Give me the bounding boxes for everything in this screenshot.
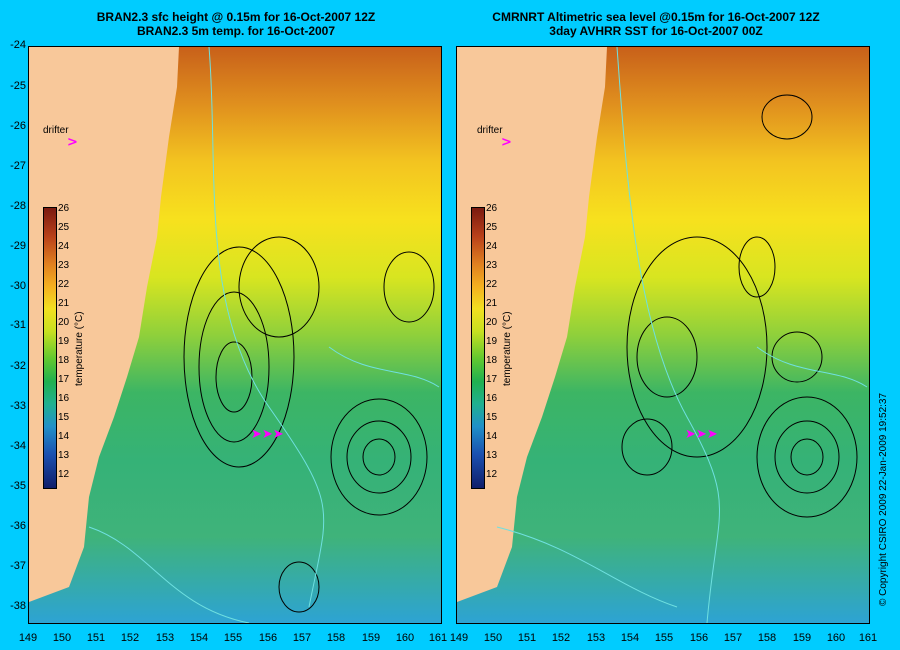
colorbar-tick: 13	[486, 450, 498, 461]
y-tick: -34	[10, 440, 26, 452]
x-tick: 157	[292, 632, 312, 644]
drifter-marker-icon: >	[501, 135, 512, 150]
colorbar-tick: 21	[486, 298, 498, 309]
left-title-line2: BRAN2.3 5m temp. for 16-Oct-2007	[136, 24, 336, 38]
colorbar	[43, 207, 57, 489]
y-tick: -24	[10, 39, 26, 51]
colorbar-tick: 21	[58, 298, 70, 309]
x-tick: 153	[155, 632, 175, 644]
x-tick: 160	[826, 632, 846, 644]
colorbar-tick: 19	[486, 336, 498, 347]
drifter-track-icon: ➤➤➤	[685, 427, 718, 442]
y-tick: -26	[10, 120, 26, 132]
colorbar-tick: 26	[58, 203, 70, 214]
y-tick: -25	[10, 80, 26, 92]
x-tick: 160	[395, 632, 415, 644]
colorbar-tick: 19	[58, 336, 70, 347]
x-tick: 152	[120, 632, 140, 644]
colorbar-tick: 16	[58, 393, 70, 404]
colorbar-tick: 14	[486, 431, 498, 442]
y-tick: -38	[10, 600, 26, 612]
x-tick: 151	[86, 632, 106, 644]
colorbar-tick: 26	[486, 203, 498, 214]
y-tick: -27	[10, 160, 26, 172]
colorbar-tick: 15	[58, 412, 70, 423]
x-tick: 149	[18, 632, 38, 644]
y-tick: -37	[10, 560, 26, 572]
colorbar-tick: 18	[486, 355, 498, 366]
x-tick: 159	[792, 632, 812, 644]
y-tick: -28	[10, 200, 26, 212]
drifter-label: drifter	[477, 125, 503, 136]
x-tick: 154	[189, 632, 209, 644]
x-tick: 161	[858, 632, 878, 644]
colorbar-tick: 25	[58, 222, 70, 233]
colorbar-tick: 20	[486, 317, 498, 328]
colorbar-tick: 23	[58, 260, 70, 271]
x-tick: 149	[449, 632, 469, 644]
colorbar-tick: 13	[58, 450, 70, 461]
x-tick: 156	[689, 632, 709, 644]
x-tick: 151	[517, 632, 537, 644]
colorbar-label: temperature (°C)	[74, 311, 85, 386]
x-tick: 152	[551, 632, 571, 644]
height-contours	[183, 236, 435, 613]
y-tick: -35	[10, 480, 26, 492]
x-tick: 158	[757, 632, 777, 644]
x-tick: 156	[258, 632, 278, 644]
left-title-line1: BRAN2.3 sfc height @ 0.15m for 16-Oct-20…	[96, 10, 376, 24]
height-contours	[621, 94, 858, 518]
x-tick: 158	[326, 632, 346, 644]
colorbar-tick: 12	[58, 469, 70, 480]
land-mass	[457, 47, 607, 602]
colorbar-tick: 24	[486, 241, 498, 252]
colorbar-tick: 17	[58, 374, 70, 385]
colorbar-tick: 24	[58, 241, 70, 252]
x-tick: 154	[620, 632, 640, 644]
colorbar-tick: 25	[486, 222, 498, 233]
colorbar-tick: 17	[486, 374, 498, 385]
drifter-marker-icon: >	[67, 135, 78, 150]
x-tick: 153	[586, 632, 606, 644]
x-tick: 161	[428, 632, 448, 644]
copyright-text: © Copyright CSIRO 2009 22-Jan-2009 19:52…	[878, 392, 889, 606]
colorbar-tick: 14	[58, 431, 70, 442]
left-title: BRAN2.3 sfc height @ 0.15m for 16-Oct-20…	[30, 10, 442, 38]
colorbar-tick: 20	[58, 317, 70, 328]
right-title-line1: CMRNRT Altimetric sea level @0.15m for 1…	[492, 10, 820, 24]
right-title: CMRNRT Altimetric sea level @0.15m for 1…	[450, 10, 862, 38]
drifter-label: drifter	[43, 125, 69, 136]
drifter-track-icon: ➤➤➤	[251, 427, 284, 442]
y-tick: -29	[10, 240, 26, 252]
right-title-line2: 3day AVHRR SST for 16-Oct-2007 00Z	[549, 24, 763, 38]
cyan-contours	[496, 47, 868, 623]
x-tick: 155	[654, 632, 674, 644]
cyan-contours	[88, 47, 440, 623]
colorbar	[471, 207, 485, 489]
colorbar-tick: 16	[486, 393, 498, 404]
x-tick: 155	[223, 632, 243, 644]
colorbar-tick: 12	[486, 469, 498, 480]
y-tick: -30	[10, 280, 26, 292]
colorbar-label: temperature (°C)	[502, 311, 513, 386]
land-mass	[29, 47, 179, 602]
right-map-panel: drifter > ➤➤➤	[456, 46, 870, 624]
colorbar-tick: 22	[58, 279, 70, 290]
right-map-svg	[457, 47, 868, 623]
colorbar-tick: 15	[486, 412, 498, 423]
x-tick: 150	[483, 632, 503, 644]
x-tick: 150	[52, 632, 72, 644]
x-tick: 157	[723, 632, 743, 644]
colorbar-tick: 22	[486, 279, 498, 290]
x-tick: 159	[361, 632, 381, 644]
y-tick: -36	[10, 520, 26, 532]
left-map-panel: drifter > ➤➤➤	[28, 46, 442, 624]
colorbar-tick: 23	[486, 260, 498, 271]
y-tick: -33	[10, 400, 26, 412]
y-tick: -32	[10, 360, 26, 372]
left-map-svg	[29, 47, 440, 623]
colorbar-tick: 18	[58, 355, 70, 366]
y-tick: -31	[10, 319, 26, 331]
